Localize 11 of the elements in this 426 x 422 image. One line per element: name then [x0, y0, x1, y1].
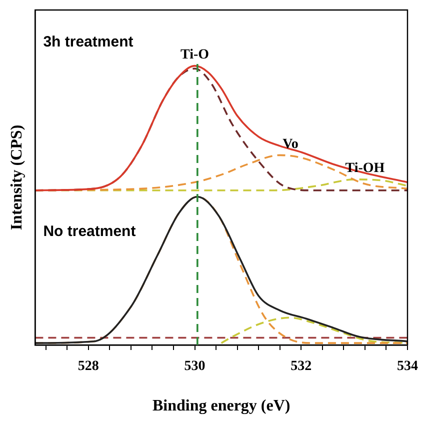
x-axis-title: Binding energy (eV): [152, 398, 290, 415]
x-tick-label: 530: [184, 359, 206, 374]
text: 3h treatment: [43, 34, 134, 51]
annotation: Ti-OH: [345, 161, 385, 176]
annotation: No treatment: [43, 223, 136, 240]
y-axis-title: Intensity (CPS): [8, 124, 26, 230]
x-tick-label: 532: [290, 359, 312, 374]
annotation: Vo: [282, 136, 298, 152]
x-tick-label: 528: [78, 359, 99, 374]
x-tick-label: 534: [397, 359, 418, 374]
annotation: Ti-O: [180, 47, 210, 62]
